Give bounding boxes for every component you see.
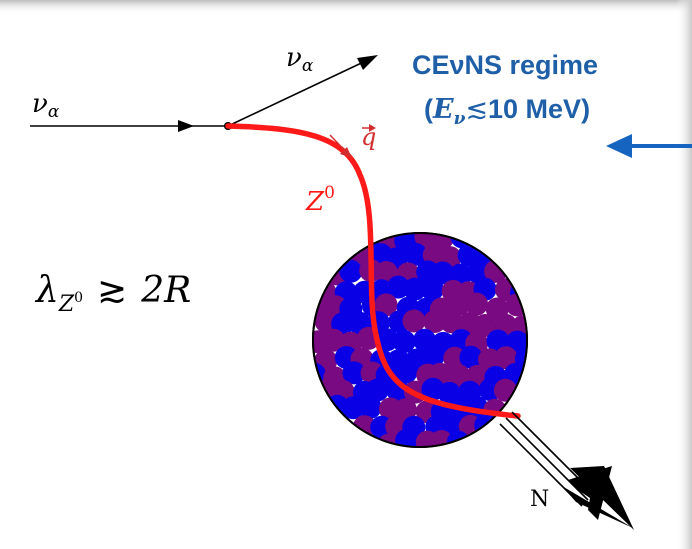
neutron — [447, 364, 471, 388]
proton — [422, 344, 446, 367]
neutron — [494, 346, 518, 370]
neutron — [447, 292, 471, 316]
neutron — [473, 314, 497, 337]
outgoing-neutrino — [227, 55, 378, 127]
neutron — [439, 310, 463, 334]
proton — [431, 261, 455, 285]
frame-shadow-top — [0, 0, 692, 14]
neutron — [423, 310, 447, 333]
z-boson-propagator — [225, 123, 521, 419]
proton — [459, 345, 483, 369]
neutron — [414, 233, 438, 248]
regime-pointer-arrow — [606, 134, 692, 158]
proton — [403, 277, 427, 301]
proton — [366, 378, 389, 402]
proton — [420, 277, 444, 301]
label-nu-out: να — [286, 43, 314, 76]
incoming-neutrino — [30, 120, 228, 132]
proton — [394, 360, 418, 384]
proton — [339, 259, 363, 283]
proton — [358, 395, 382, 419]
proton — [404, 242, 428, 266]
nucleons — [313, 233, 527, 447]
regime-title: CEνNS regime — [412, 50, 598, 80]
label-nu-in: να — [32, 89, 60, 122]
proton — [437, 381, 461, 405]
proton — [395, 429, 419, 447]
proton — [341, 396, 365, 420]
label-wavelength-condition: λZ0 ≳ 2R — [34, 270, 191, 317]
momentum-transfer-arrow — [329, 124, 376, 158]
frame-shadow-right — [676, 0, 692, 549]
nucleus — [312, 232, 528, 448]
neutron — [430, 430, 453, 447]
neutron — [374, 293, 398, 317]
proton — [392, 330, 416, 354]
regime-condition: (Eν≲10 MeV) — [424, 94, 590, 129]
neutron — [431, 233, 455, 249]
proton — [375, 328, 399, 352]
label-z-boson: Z0 — [305, 183, 335, 217]
label-nucleus: N — [530, 487, 549, 512]
neutron — [465, 292, 488, 316]
proton — [342, 361, 366, 385]
neutron — [402, 309, 426, 333]
nucleus-recoil-arrow — [499, 411, 634, 530]
label-q: q — [361, 123, 376, 151]
